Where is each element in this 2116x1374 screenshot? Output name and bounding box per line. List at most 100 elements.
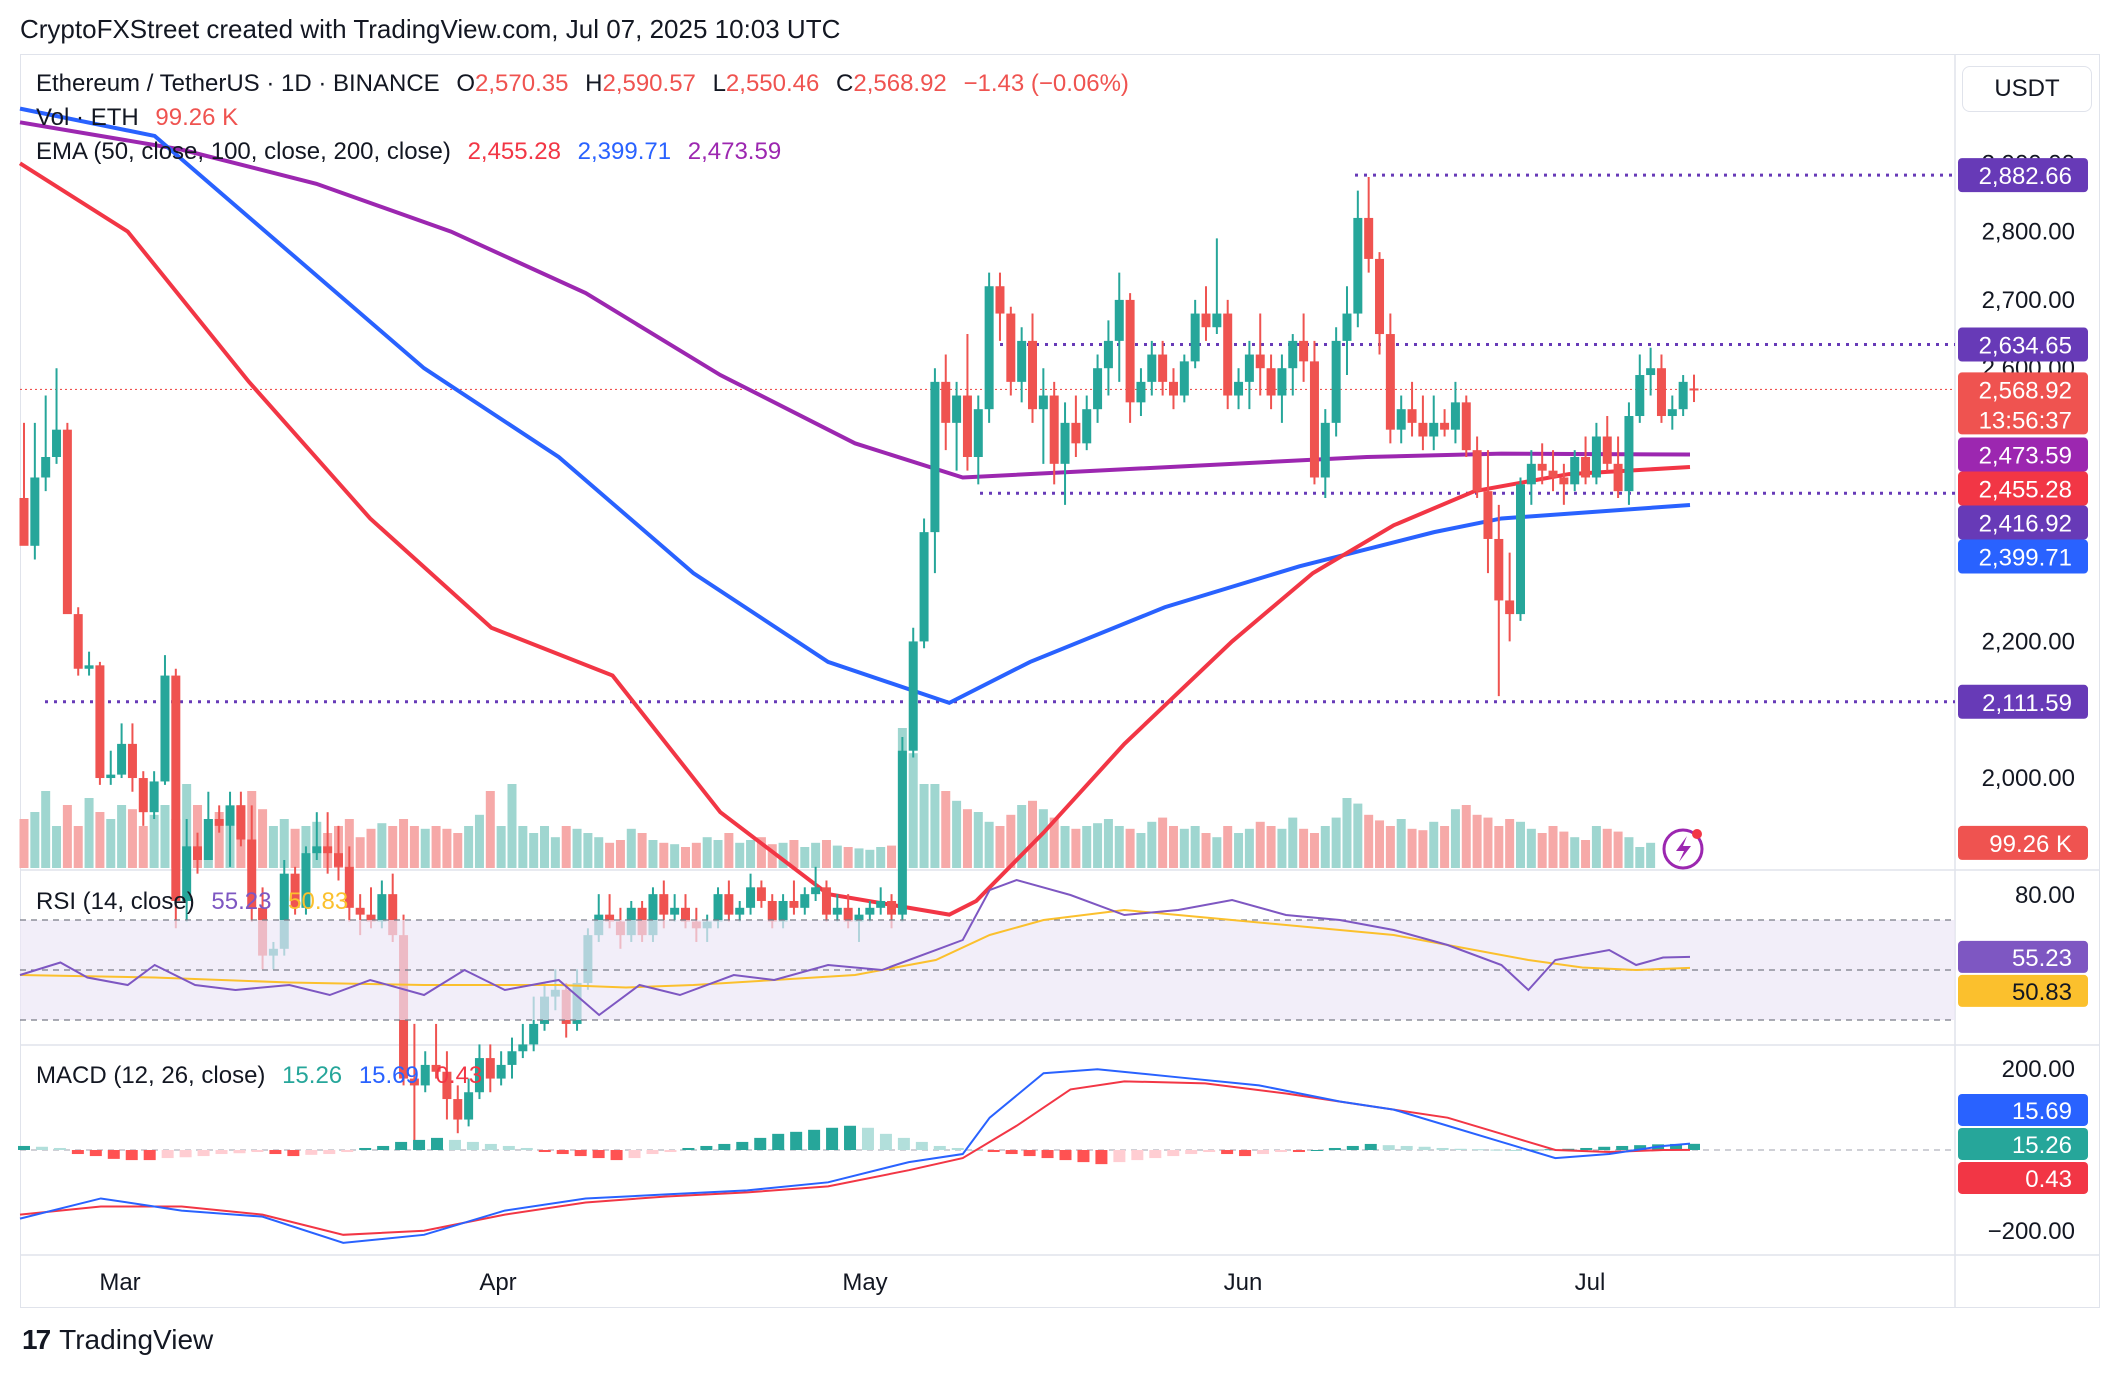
macd-histogram-bar bbox=[161, 1150, 174, 1159]
ema50-line bbox=[18, 161, 1691, 917]
macd-histogram-bar bbox=[700, 1145, 713, 1150]
candle-body bbox=[431, 1064, 441, 1072]
volume-bar bbox=[529, 833, 539, 868]
ema-label[interactable]: EMA (50, close, 100, close, 200, close) bbox=[36, 138, 451, 165]
volume-bar bbox=[691, 842, 701, 868]
candle-body bbox=[160, 675, 170, 782]
volume-bar bbox=[30, 812, 40, 868]
candle-body bbox=[1505, 600, 1515, 615]
macd-histogram-bar bbox=[1670, 1143, 1683, 1150]
candle-body bbox=[897, 750, 907, 915]
volume-bar bbox=[876, 847, 886, 868]
candle-body bbox=[1244, 354, 1254, 382]
macd-histogram-bar bbox=[269, 1150, 282, 1155]
candle-body bbox=[1212, 313, 1222, 328]
macd-histogram-bar bbox=[1113, 1150, 1126, 1163]
volume-bar bbox=[583, 833, 593, 868]
candle-body bbox=[1017, 340, 1027, 382]
volume-bar bbox=[887, 845, 897, 868]
volume-bar bbox=[52, 826, 62, 868]
volume-bar bbox=[1494, 826, 1504, 868]
volume-bar bbox=[1255, 821, 1265, 868]
volume-bar bbox=[496, 826, 506, 868]
candle-body bbox=[106, 774, 116, 779]
volume-bar bbox=[1396, 819, 1406, 868]
macd-histogram-bar bbox=[323, 1150, 336, 1155]
ema100-value: 2,399.71 bbox=[577, 138, 672, 165]
candle-body bbox=[182, 846, 192, 901]
volume-bar bbox=[399, 819, 409, 868]
currency-button[interactable]: USDT bbox=[1962, 66, 2092, 112]
macd-histogram-bar bbox=[107, 1150, 120, 1159]
candle-body bbox=[941, 381, 951, 423]
macd-histogram-bar bbox=[1346, 1145, 1359, 1150]
macd-histogram-bar bbox=[1149, 1150, 1162, 1159]
macd-histogram-bar bbox=[359, 1147, 372, 1150]
price-axis-tick: 2,200.00 bbox=[1982, 628, 2075, 655]
candle-body bbox=[225, 805, 235, 826]
macd-histogram-bar bbox=[1059, 1150, 1072, 1161]
macd-histogram-bar bbox=[1023, 1150, 1036, 1157]
candle-body bbox=[962, 395, 972, 457]
volume-legend: Vol · ETH 99.26 K bbox=[36, 104, 248, 132]
macd-histogram-bar bbox=[772, 1133, 785, 1150]
candle-body bbox=[811, 887, 821, 895]
price-label-box bbox=[1958, 684, 2088, 719]
macd-histogram-bar bbox=[1508, 1150, 1521, 1151]
macd-histogram-bar bbox=[1239, 1150, 1252, 1157]
rsi-label[interactable]: RSI (14, close) bbox=[36, 888, 195, 915]
candle-body bbox=[1277, 368, 1287, 396]
price-label-box bbox=[1958, 471, 2088, 506]
volume-bar bbox=[377, 823, 387, 868]
macd-value-text: 15.69 bbox=[2012, 1098, 2072, 1125]
volume-bar bbox=[789, 840, 799, 868]
candle-body bbox=[756, 887, 766, 901]
volume-bar bbox=[659, 842, 669, 868]
candle-body bbox=[333, 853, 343, 867]
ema200-line bbox=[19, 120, 1691, 480]
volume-bar bbox=[1234, 833, 1244, 868]
volume-bar bbox=[290, 828, 300, 868]
volume-bar bbox=[1613, 831, 1623, 868]
volume-bar bbox=[756, 837, 766, 868]
macd-histogram-bar bbox=[1221, 1150, 1234, 1155]
candle-body bbox=[724, 894, 734, 915]
candle-body bbox=[1309, 361, 1319, 478]
candle-body bbox=[203, 819, 213, 860]
volume-bar bbox=[680, 847, 690, 868]
volume-bar bbox=[344, 819, 354, 868]
volume-bar bbox=[952, 800, 962, 868]
price-label-box bbox=[1958, 372, 2088, 435]
volume-bar bbox=[442, 828, 452, 868]
volume-bar bbox=[138, 826, 148, 868]
macd-label[interactable]: MACD (12, 26, close) bbox=[36, 1062, 266, 1089]
macd-value: 15.69 bbox=[358, 1062, 419, 1089]
candle-body bbox=[1635, 375, 1645, 417]
price-label-box bbox=[1958, 505, 2088, 540]
volume-bar bbox=[843, 847, 853, 868]
candle-body bbox=[670, 907, 680, 915]
volume-bar bbox=[615, 840, 625, 868]
candle-body bbox=[800, 894, 810, 908]
countdown-label: 13:56:37 bbox=[1979, 407, 2072, 434]
volume-bar bbox=[1375, 820, 1385, 868]
symbol-label[interactable]: Ethereum / TetherUS · 1D · BINANCE bbox=[36, 70, 440, 97]
rsi-value-box bbox=[1958, 974, 2088, 1007]
macd-histogram-bar bbox=[1418, 1146, 1431, 1150]
volume-label[interactable]: Vol · ETH bbox=[36, 104, 139, 131]
price-label-text: 2,111.59 bbox=[1982, 690, 2072, 717]
volume-bar bbox=[1559, 831, 1569, 868]
candle-body bbox=[1570, 457, 1580, 485]
macd-value-box bbox=[1958, 1093, 2088, 1126]
macd-histogram-bar bbox=[1688, 1143, 1700, 1150]
volume-bar bbox=[1244, 828, 1254, 868]
volume-bar bbox=[431, 826, 441, 868]
macd-histogram-bar bbox=[915, 1141, 928, 1150]
candle-body bbox=[279, 873, 289, 949]
candle-body bbox=[1299, 340, 1309, 362]
time-axis-label: May bbox=[842, 1269, 887, 1296]
macd-histogram-bar bbox=[1382, 1145, 1395, 1150]
rsi-value-text: 50.83 bbox=[2012, 979, 2072, 1006]
macd-histogram-bar bbox=[431, 1137, 444, 1150]
